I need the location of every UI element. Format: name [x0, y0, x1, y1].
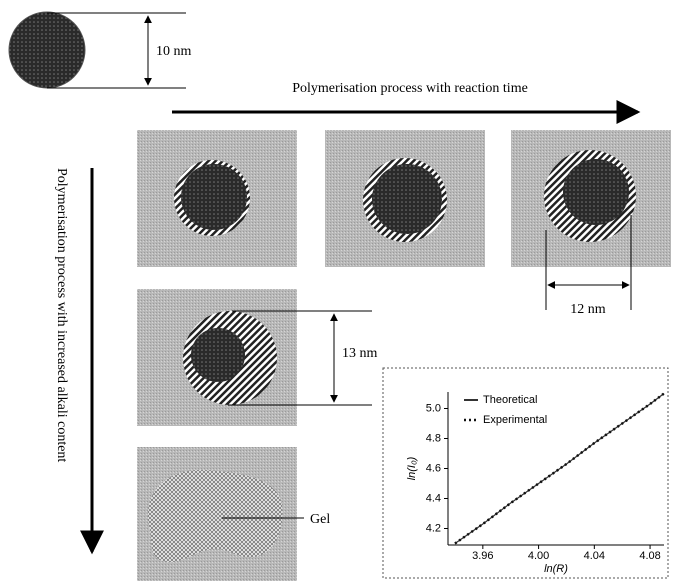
x-tick-label: 4.00: [528, 550, 549, 562]
size-label: 12 nm: [570, 302, 606, 317]
y-tick-label: 4.2: [426, 522, 441, 534]
arrow-label: Polymerisation process with reaction tim…: [292, 81, 528, 96]
legend-label: Theoretical: [483, 394, 537, 406]
x-tick-label: 4.04: [584, 550, 605, 562]
y-tick-label: 4.4: [426, 492, 441, 504]
legend-label: Experimental: [483, 414, 547, 426]
core: [372, 164, 442, 234]
core: [191, 328, 245, 382]
y-axis-label: ln(I₀): [406, 456, 418, 480]
x-tick-label: 4.08: [639, 550, 660, 562]
core: [181, 164, 247, 230]
x-tick-label: 3.96: [472, 550, 493, 562]
size-label: 13 nm: [342, 346, 378, 361]
y-tick-label: 5.0: [426, 402, 441, 414]
size-label: 10 nm: [156, 44, 192, 59]
x-axis-label: ln(R): [544, 563, 568, 575]
gel-region: [148, 470, 283, 562]
particle: [9, 12, 85, 88]
y-tick-label: 4.8: [426, 432, 441, 444]
arrow-label: Polymerisation process with increased al…: [54, 168, 69, 462]
page: 10 nm Polymerisation process with reacti…: [0, 0, 677, 581]
core: [563, 159, 629, 225]
y-tick-label: 4.6: [426, 462, 441, 474]
gel-label: Gel: [310, 512, 330, 527]
inset-chart: 4.2 4.4 4.6 4.8 5.0 3.96 4.00 4.04 4.08 ln(R) ln(I…: [383, 368, 668, 578]
